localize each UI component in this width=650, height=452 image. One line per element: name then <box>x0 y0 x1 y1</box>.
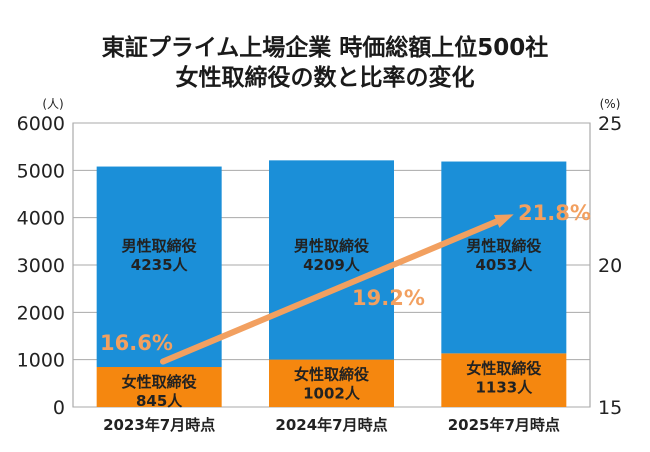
bar-female-label: 女性取締役 <box>294 366 369 384</box>
bar-female-value: 1002人 <box>303 385 361 403</box>
y-tick-label: 3000 <box>17 255 65 277</box>
ratio-label: 21.8% <box>518 201 591 225</box>
y2-tick-label: 25 <box>598 113 622 135</box>
chart-title-line2: 女性取締役の数と比率の変化 <box>175 65 475 91</box>
ratio-arrow-line <box>160 215 508 365</box>
bar-female-value: 845人 <box>136 392 183 410</box>
y-tick-label: 4000 <box>17 208 65 230</box>
bar-male <box>96 166 222 368</box>
y2-tick-label: 20 <box>598 255 622 277</box>
y2-axis-unit: (%) <box>600 97 621 111</box>
bar-male <box>269 160 394 360</box>
y-tick-label: 6000 <box>17 113 65 135</box>
x-tick-label: 2024年7月時点 <box>275 416 387 434</box>
y-tick-label: 5000 <box>17 160 65 182</box>
y-tick-label: 1000 <box>17 350 65 372</box>
bar-female <box>441 353 567 407</box>
chart-title-line1: 東証プライム上場企業 時価総額上位500社 <box>101 35 549 61</box>
bar-male-label: 男性取締役 <box>466 237 541 255</box>
bar-female-label: 女性取締役 <box>122 373 197 391</box>
bar-male-label: 男性取締役 <box>122 237 197 255</box>
bar-male-label: 男性取締役 <box>294 237 369 255</box>
y-tick-label: 2000 <box>17 302 65 324</box>
bar-female <box>269 359 394 407</box>
x-tick-label: 2023年7月時点 <box>103 416 215 434</box>
bar-male-value: 4053人 <box>475 256 533 274</box>
bar-male-value: 4209人 <box>303 256 361 274</box>
y-axis-unit: (人) <box>42 97 63 111</box>
y-tick-label: 0 <box>53 397 65 419</box>
ratio-label: 19.2% <box>352 286 425 310</box>
bar-female-label: 女性取締役 <box>466 359 541 377</box>
bar-female <box>96 367 222 407</box>
x-tick-label: 2025年7月時点 <box>448 416 560 434</box>
bar-male <box>441 161 567 354</box>
ratio-label: 16.6% <box>100 331 173 355</box>
ratio-arrowhead <box>494 214 514 228</box>
bar-male-value: 4235人 <box>131 256 189 274</box>
y2-tick-label: 15 <box>598 397 622 419</box>
bar-female-value: 1133人 <box>475 378 533 396</box>
